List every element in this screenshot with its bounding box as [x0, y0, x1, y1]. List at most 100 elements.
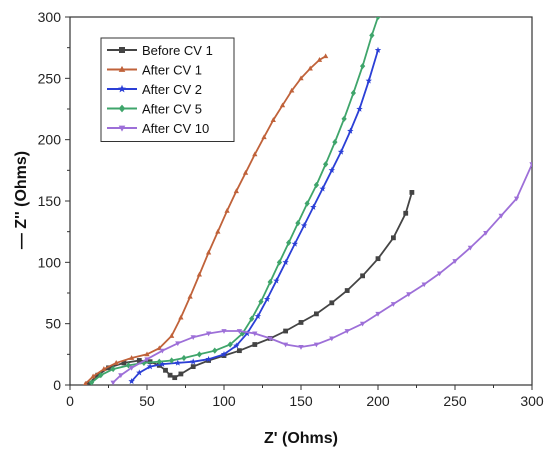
- data-point: [125, 362, 132, 369]
- x-tick-label: 300: [520, 393, 544, 409]
- data-point: [196, 351, 202, 358]
- data-point: [146, 363, 154, 370]
- data-point: [156, 358, 162, 365]
- data-point: [436, 271, 443, 277]
- data-point: [95, 372, 101, 378]
- data-point: [375, 17, 381, 21]
- y-tick-label: 0: [53, 377, 61, 393]
- data-point: [359, 62, 366, 70]
- data-point: [403, 210, 409, 216]
- data-point: [190, 335, 196, 341]
- data-point: [341, 115, 347, 122]
- y-tick-label: 250: [38, 70, 62, 86]
- series-line: [112, 163, 532, 384]
- data-point: [220, 350, 228, 358]
- x-tick-label: 0: [66, 393, 74, 409]
- x-axis-label: Z' (Ohms): [264, 430, 338, 447]
- data-point: [282, 258, 289, 266]
- data-point: [187, 293, 193, 299]
- data-point: [90, 373, 96, 379]
- legend-swatch-marker: [118, 104, 126, 113]
- data-point: [136, 358, 142, 363]
- legend-label: Before CV 1: [142, 43, 213, 58]
- legend-label: After CV 10: [142, 121, 209, 136]
- series-line: [130, 49, 379, 382]
- data-point: [106, 365, 111, 371]
- data-point: [178, 314, 184, 320]
- data-point: [273, 277, 280, 284]
- data-point: [252, 342, 258, 347]
- data-point: [239, 330, 246, 337]
- series-layer: [83, 17, 532, 385]
- y-tick-label: 100: [38, 254, 62, 270]
- legend-item: After CV 10: [107, 121, 209, 136]
- data-point: [237, 348, 242, 354]
- data-point: [128, 355, 135, 360]
- data-point: [128, 365, 135, 371]
- legend-label: After CV 1: [142, 63, 202, 78]
- data-point: [267, 278, 273, 286]
- series: [88, 17, 381, 385]
- data-point: [298, 345, 304, 350]
- data-point: [344, 288, 350, 293]
- data-point: [113, 360, 119, 365]
- data-point: [159, 360, 166, 367]
- data-point: [174, 359, 181, 366]
- data-point: [329, 300, 335, 306]
- data-point: [270, 117, 276, 122]
- legend-item: After CV 2: [107, 82, 202, 97]
- series: [83, 53, 329, 385]
- data-point: [249, 315, 255, 322]
- data-point: [295, 219, 301, 227]
- data-point: [332, 139, 338, 146]
- y-tick-label: 50: [45, 316, 61, 332]
- data-point: [369, 32, 375, 39]
- data-point: [254, 312, 262, 320]
- data-point: [374, 46, 382, 53]
- data-point: [307, 65, 313, 71]
- legend-item: Before CV 1: [107, 43, 213, 58]
- data-point: [258, 298, 264, 305]
- data-point: [467, 245, 474, 251]
- data-point: [375, 256, 381, 262]
- data-point: [121, 360, 127, 366]
- data-point: [175, 341, 181, 347]
- data-point: [291, 240, 299, 247]
- data-point: [227, 341, 233, 348]
- data-point: [319, 185, 326, 192]
- data-point: [279, 102, 286, 108]
- x-tick-label: 150: [289, 393, 313, 409]
- data-point: [390, 302, 397, 307]
- x-tick-label: 100: [212, 393, 236, 409]
- data-point: [316, 57, 323, 62]
- data-point: [118, 373, 124, 379]
- data-point: [513, 196, 520, 202]
- data-point: [163, 367, 168, 373]
- data-point: [313, 342, 320, 348]
- data-point: [144, 351, 150, 357]
- legend-item: After CV 5: [107, 102, 202, 117]
- data-point: [205, 249, 212, 255]
- data-point: [88, 379, 95, 385]
- legend-swatch-marker: [119, 47, 125, 53]
- data-point: [159, 348, 166, 354]
- data-point: [141, 359, 147, 367]
- data-point: [215, 228, 221, 234]
- data-point: [328, 166, 335, 174]
- data-point: [329, 336, 335, 342]
- data-point: [212, 347, 218, 354]
- data-point: [242, 169, 249, 175]
- data-point: [128, 377, 135, 385]
- data-point: [221, 329, 227, 334]
- data-point: [181, 354, 187, 362]
- y-tick-label: 200: [38, 132, 62, 148]
- data-point: [252, 331, 258, 337]
- y-tick-label: 150: [38, 193, 62, 209]
- x-tick-label: 200: [366, 393, 390, 409]
- data-point: [205, 331, 212, 337]
- data-point: [98, 372, 104, 379]
- data-point: [359, 321, 366, 327]
- data-point: [261, 134, 267, 140]
- data-point: [190, 364, 196, 369]
